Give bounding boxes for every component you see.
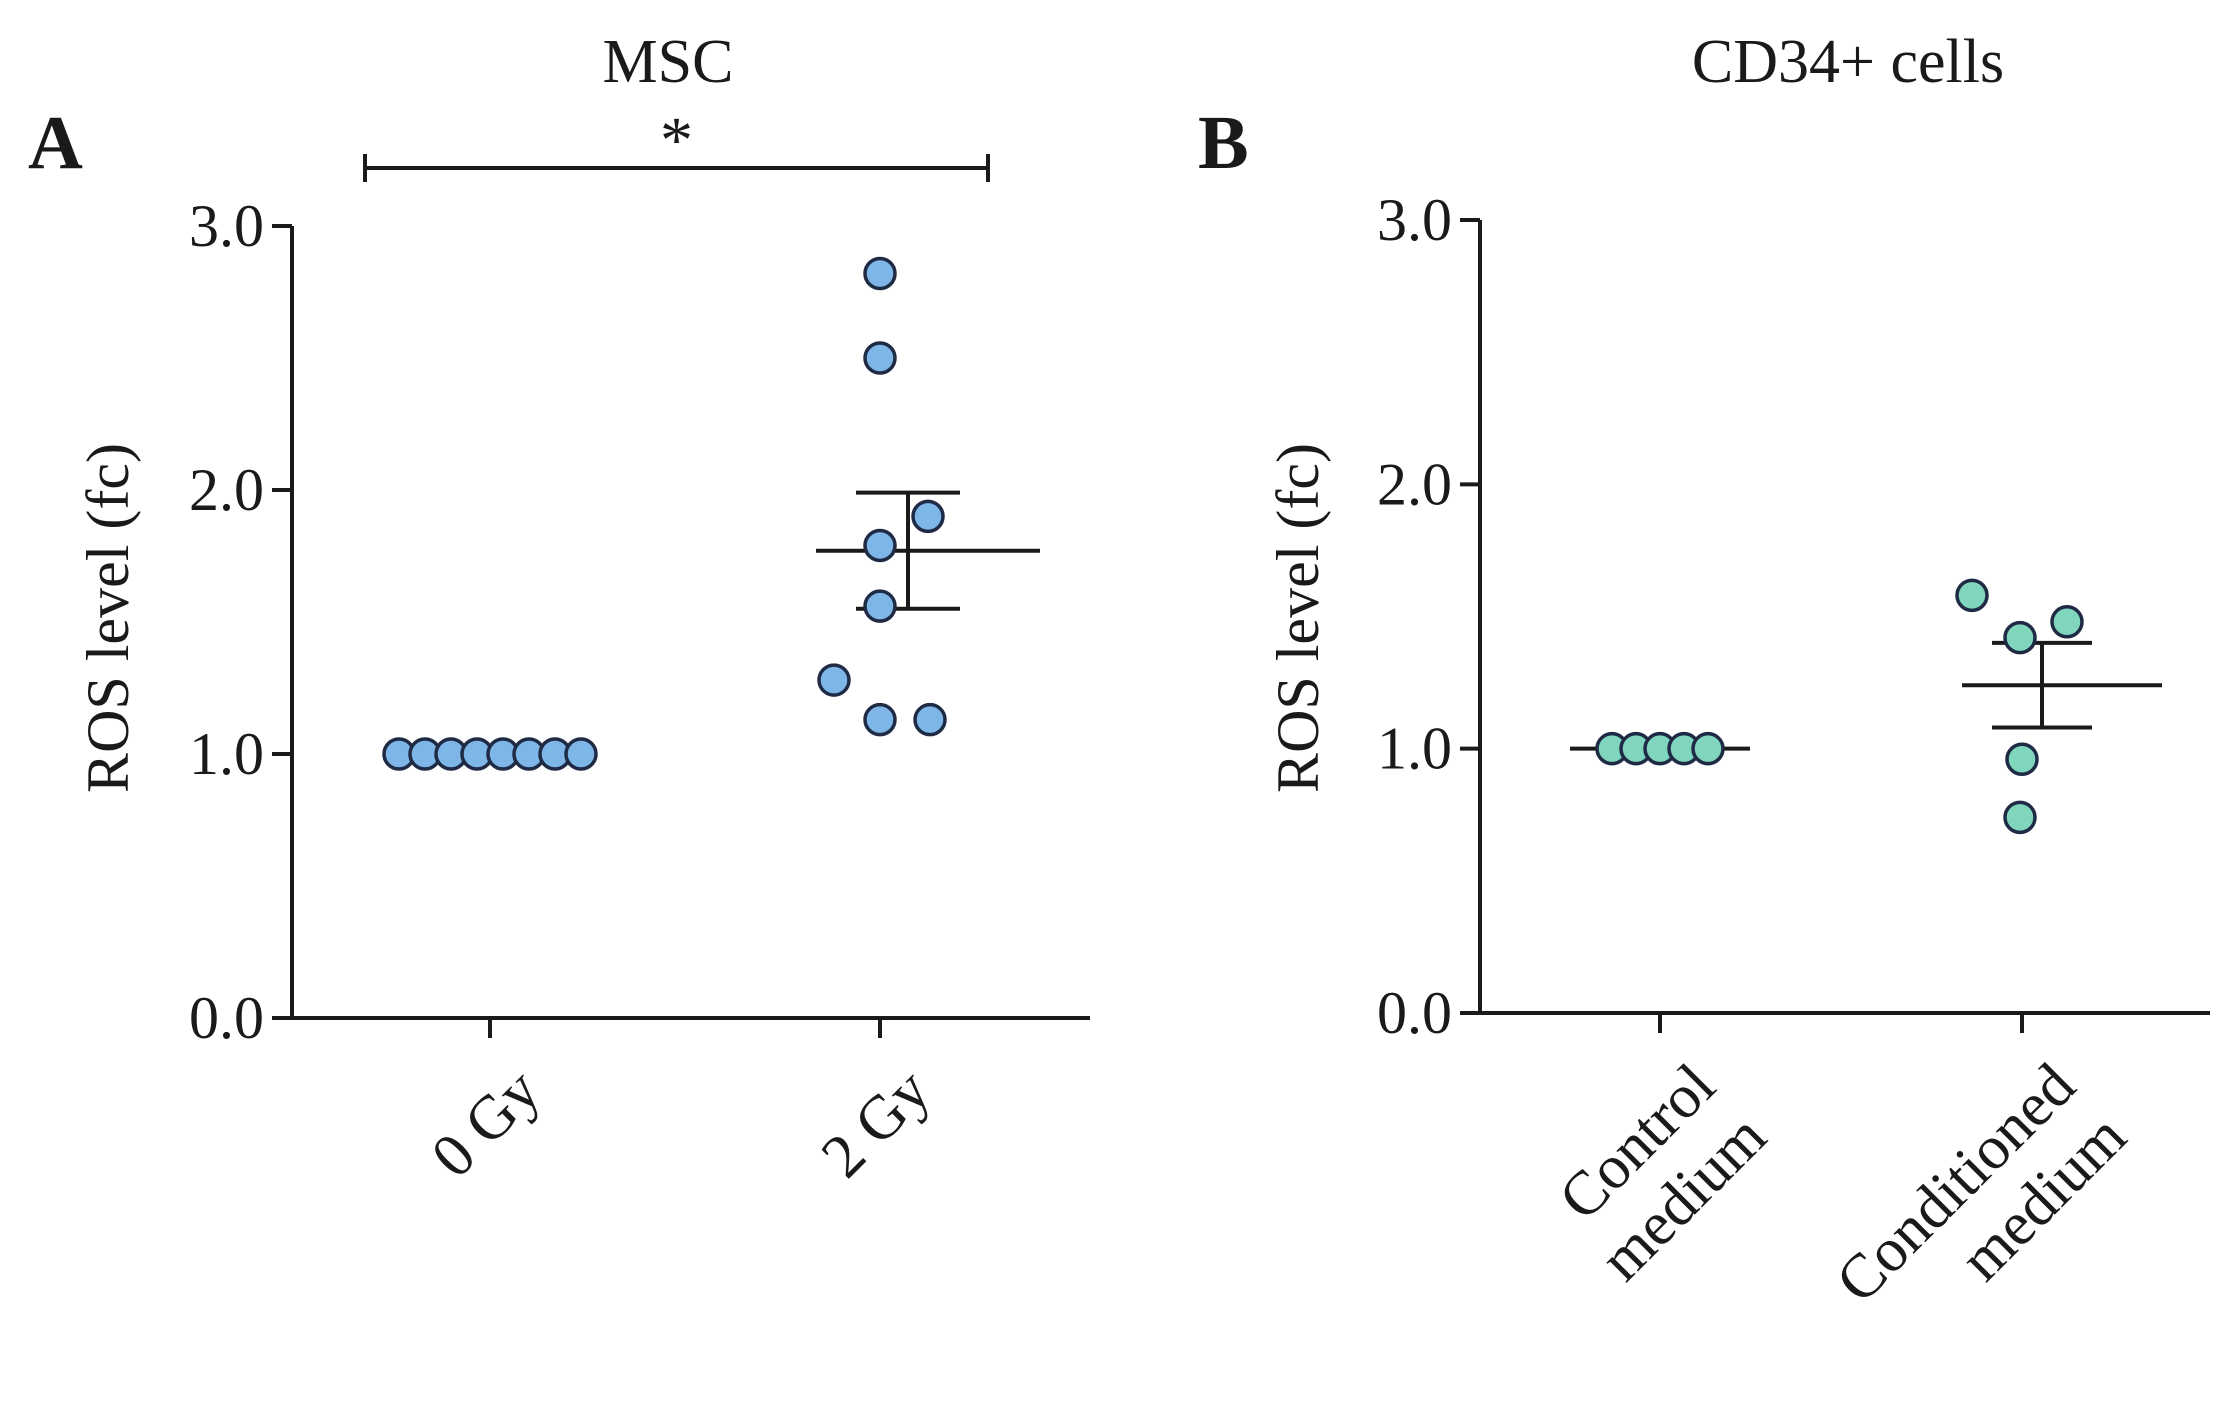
panel-a-axes: 0.0 1.0 2.0 3.0: [189, 193, 1090, 1051]
panel-b-y-axis-label: ROS level (fc): [1265, 443, 1331, 793]
data-point: [911, 499, 945, 534]
panel-b-title: CD34+ cells: [1692, 28, 2004, 96]
x-tick-label: 2 Gy: [809, 1056, 944, 1191]
panel-a-y-axis-label: ROS level (fc): [75, 443, 141, 793]
data-point: [2003, 800, 2037, 835]
panel-b-axes: 0.0 1.0 2.0 3.0: [1377, 187, 2210, 1046]
data-point: [863, 702, 897, 737]
y-tick-label: 2.0: [1377, 451, 1452, 517]
data-point: [2003, 620, 2037, 655]
significance-label: *: [660, 104, 693, 177]
panel-a-significance-bracket: *: [363, 104, 990, 182]
panel-b: B CD34+ cells ROS level (fc) 0.0 1.0 2.0 3.…: [1198, 28, 2210, 1316]
panel-a: A MSC ROS level (fc) * 0.0 1.0 2.0 3.0 0 Gy…: [28, 28, 1090, 1191]
y-tick-label: 1.0: [1377, 716, 1452, 782]
y-tick-label: 3.0: [189, 193, 264, 259]
y-tick-label: 2.0: [189, 457, 264, 523]
data-point: [2005, 742, 2039, 776]
y-tick-label: 0.0: [1377, 980, 1452, 1046]
data-point: [817, 663, 851, 697]
panel-b-letter: B: [1198, 101, 1249, 185]
data-point: [863, 528, 897, 563]
data-point: [863, 341, 897, 375]
data-point: [1955, 578, 1989, 613]
y-tick-label: 0.0: [189, 985, 264, 1051]
panel-b-data-points: [1595, 578, 2084, 835]
panel-a-title: MSC: [603, 28, 734, 96]
panel-a-letter: A: [28, 101, 83, 185]
data-point: [564, 737, 598, 771]
data-point: [1691, 731, 1725, 766]
x-tick-label-line: 0 Gy: [419, 1056, 554, 1191]
y-tick-label: 3.0: [1377, 187, 1452, 253]
panel-a-x-tick-labels: 0 Gy 2 Gy: [419, 1056, 944, 1191]
data-point: [913, 702, 947, 737]
y-tick-label: 1.0: [189, 721, 264, 787]
x-tick-label-line: 2 Gy: [809, 1056, 944, 1191]
panel-a-data-points: [382, 256, 947, 771]
x-tick-label: 0 Gy: [419, 1056, 554, 1191]
data-point: [2050, 605, 2084, 639]
data-point: [863, 256, 897, 291]
data-point: [863, 589, 897, 623]
